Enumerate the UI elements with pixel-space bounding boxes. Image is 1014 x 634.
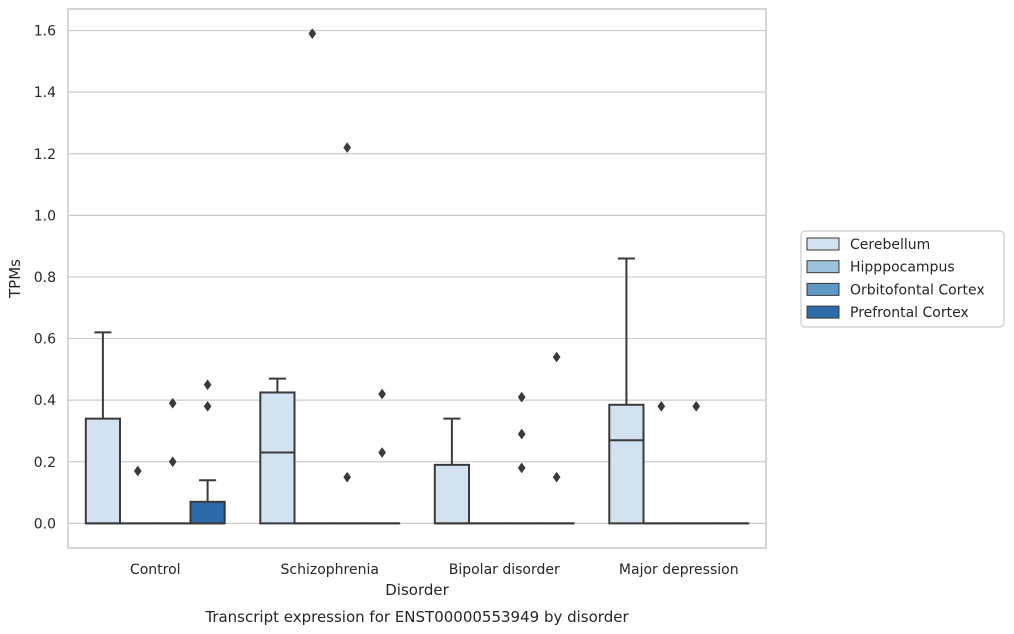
box-0-0 [84,331,122,525]
y-axis-label: TPMs [6,259,24,299]
outlier-point [343,471,352,483]
y-tick-label: 0.8 [34,270,56,286]
x-tick-label: Bipolar disorder [449,562,560,578]
legend-label: Cerebellum [850,237,930,253]
outlier-point [657,400,666,412]
y-tick-label: 0.0 [34,516,56,532]
box-iqr [259,391,296,525]
y-tick-label: 1.4 [34,85,56,101]
box-3-0 [608,257,645,525]
chart-title: Transcript expression for ENST0000055394… [204,608,629,626]
legend-label: Hipppocampus [850,260,955,276]
outlier-point [343,142,352,154]
x-tick-label: Major depression [619,562,739,578]
box-plots [84,28,750,525]
legend-swatch [806,237,840,251]
box-iqr [189,500,226,525]
y-tick-labels: 0.0 0.2 0.4 0.6 0.8 1.0 1.2 1.4 1.6 [34,24,56,533]
box-1-2 [329,142,366,525]
grid-lines [68,29,766,524]
box-0-2 [154,397,191,525]
outlier-point [517,428,526,440]
y-tick-label: 1.0 [34,208,56,224]
legend-swatch [806,260,840,274]
box-iqr [433,463,471,525]
y-tick-label: 0.6 [34,332,56,348]
outlier-point [203,400,212,412]
outlier-point [552,351,561,363]
legend: Cerebellum Hipppocampus Orbitofontal Corte… [800,230,1005,328]
box-2-3 [538,351,575,525]
legend-label: Prefrontal Cortex [850,305,969,321]
x-tick-label: Control [130,562,181,578]
box-0-3 [189,379,226,525]
box-2-0 [433,417,471,525]
outlier-point [308,28,317,40]
outlier-point [517,462,526,474]
outlier-point [133,465,142,477]
box-1-1 [294,28,331,525]
outlier-point [552,471,561,483]
box-2-2 [503,391,540,525]
box-0-1 [119,465,156,525]
outlier-point [378,388,387,400]
outlier-point [692,400,701,412]
outlier-point [168,456,177,468]
legend-swatch [806,305,840,319]
y-tick-label: 1.2 [34,147,56,163]
y-tick-label: 0.2 [34,455,56,471]
box-iqr [84,417,122,525]
x-tick-labels: Control Schizophrenia Bipolar disorder Majo… [130,562,739,578]
legend-frame [800,230,1005,328]
y-tick-label: 0.4 [34,393,56,409]
outlier-point [517,391,526,403]
box-iqr [608,403,645,525]
box-1-3 [363,388,401,525]
outlier-point [203,379,212,391]
legend-swatch [806,282,840,296]
x-axis-label: Disorder [385,581,449,599]
y-tick-label: 1.6 [34,24,56,40]
box-1-0 [259,377,296,525]
plot-frame [67,8,767,549]
outlier-point [378,447,387,458]
legend-label: Orbitofontal Cortex [850,282,985,298]
outlier-point [168,397,177,409]
x-tick-label: Schizophrenia [281,562,379,578]
